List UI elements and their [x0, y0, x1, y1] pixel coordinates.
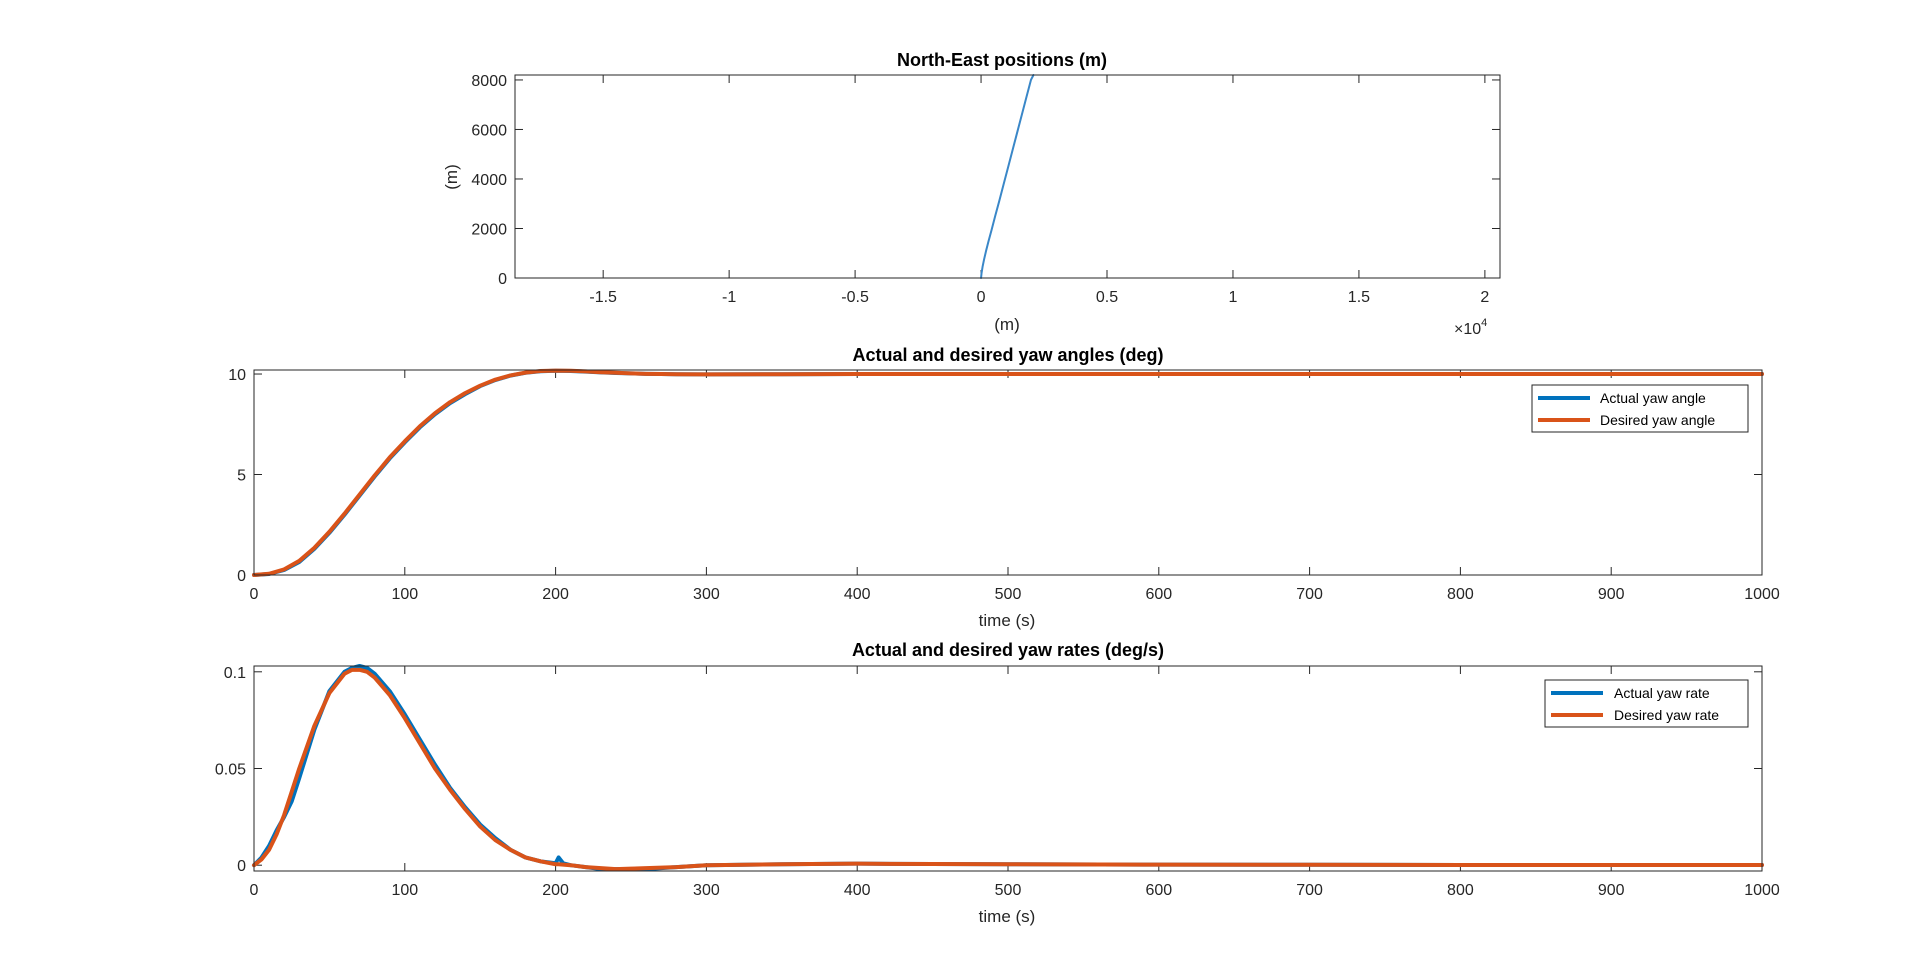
yaw-rate-axes-box [253, 665, 1763, 872]
ne-xlabel: (m) [994, 315, 1019, 334]
yaw-angle-xtick-label: 100 [391, 586, 418, 603]
yaw-angle-xtick-label: 700 [1296, 586, 1323, 603]
yaw-angle-title: Actual and desired yaw angles (deg) [852, 345, 1163, 365]
yaw-angle-xtick-label: 400 [844, 586, 871, 603]
ne-plot-area: -1.5 -1 -0.5 0 0.5 1 1.5 2 0 2000 4000 6000 8000 [471, 73, 1500, 306]
ne-ytick-label: 8000 [471, 73, 507, 90]
yaw-rate-xtick-label: 1000 [1744, 882, 1780, 899]
yaw-rate-ytick-label: 0 [237, 858, 246, 875]
ne-xtick-label: -1.5 [589, 289, 617, 306]
yaw-rate-xtick-label: 500 [995, 882, 1022, 899]
panel-yaw-angles: Actual and desired yaw angles (deg) 0 100… [228, 345, 1780, 630]
yaw-rate-ytick-label: 0.1 [224, 665, 246, 682]
yaw-angle-xtick-label: 800 [1447, 586, 1474, 603]
yaw-angle-xlabel: time (s) [979, 611, 1036, 630]
yaw-angle-legend-label-desired: Desired yaw angle [1600, 412, 1715, 428]
yaw-angle-xtick-label: 0 [250, 586, 259, 603]
ne-xtick-label: 0 [977, 289, 986, 306]
yaw-angle-ytick-label: 10 [228, 367, 246, 384]
yaw-angle-axes-box [253, 369, 1763, 576]
panel-north-east: North-East positions (m) -1.5 -1 -0.5 0 0.5 1… [442, 50, 1501, 338]
ne-xtick-label: -1 [722, 289, 736, 306]
ne-xtick-label: 2 [1480, 289, 1489, 306]
yaw-rate-xtick-label: 200 [542, 882, 569, 899]
yaw-rate-plot-area: 0 100 200 300 400 500 600 700 800 900 1000 0 0.05 0.1 [215, 664, 1780, 899]
ne-ylabel: (m) [442, 164, 461, 189]
panel-yaw-rates: Actual and desired yaw rates (deg/s) 0 10… [215, 640, 1780, 926]
ne-title: North-East positions (m) [897, 50, 1107, 70]
yaw-angle-xtick-label: 300 [693, 586, 720, 603]
yaw-angle-plot-area: 0 100 200 300 400 500 600 700 800 900 1000 0 5 10 [228, 367, 1780, 603]
yaw-angle-xtick-label: 900 [1598, 586, 1625, 603]
yaw-rate-legend-label-actual: Actual yaw rate [1614, 685, 1710, 701]
yaw-rate-ytick-label: 0.05 [215, 762, 246, 779]
yaw-rate-xtick-label: 0 [250, 882, 259, 899]
yaw-angle-xtick-label: 600 [1145, 586, 1172, 603]
ne-ytick-label: 0 [498, 271, 507, 288]
ne-axes-box [514, 74, 1501, 279]
yaw-rate-series-desired [252, 667, 1764, 872]
ne-ytick-label: 6000 [471, 122, 507, 139]
yaw-rate-xtick-label: 900 [1598, 882, 1625, 899]
ne-xtick-label: 1 [1229, 289, 1238, 306]
yaw-angle-legend-box [1531, 384, 1749, 433]
yaw-rate-xlabel: time (s) [979, 907, 1036, 926]
yaw-angle-xtick-label: 1000 [1744, 586, 1780, 603]
ne-ytick-label: 2000 [471, 221, 507, 238]
ne-exponent-label: ×104 [1454, 317, 1487, 338]
yaw-rate-xtick-label: 600 [1145, 882, 1172, 899]
yaw-angle-ytick-label: 5 [237, 468, 246, 485]
yaw-rate-xtick-label: 800 [1447, 882, 1474, 899]
ne-xtick-label: 1.5 [1348, 289, 1370, 306]
ne-xtick-label: 0.5 [1096, 289, 1118, 306]
yaw-rate-legend-box [1544, 679, 1749, 728]
yaw-angle-series-desired [252, 368, 1764, 577]
yaw-rate-xtick-label: 700 [1296, 882, 1323, 899]
yaw-angle-legend: Actual yaw angle Desired yaw angle [1531, 384, 1749, 433]
yaw-rate-legend-label-desired: Desired yaw rate [1614, 707, 1719, 723]
yaw-angle-xtick-label: 200 [542, 586, 569, 603]
yaw-rate-xtick-label: 400 [844, 882, 871, 899]
ne-xtick-label: -0.5 [841, 289, 869, 306]
yaw-rate-xtick-label: 100 [391, 882, 418, 899]
yaw-angle-xtick-label: 500 [995, 586, 1022, 603]
ne-ytick-label: 4000 [471, 172, 507, 189]
yaw-rate-title: Actual and desired yaw rates (deg/s) [852, 640, 1164, 660]
yaw-rate-legend: Actual yaw rate Desired yaw rate [1544, 679, 1749, 728]
yaw-angle-ytick-label: 0 [237, 568, 246, 585]
ne-series-line [980, 74, 1035, 279]
yaw-angle-legend-label-actual: Actual yaw angle [1600, 390, 1706, 406]
yaw-rate-xtick-label: 300 [693, 882, 720, 899]
